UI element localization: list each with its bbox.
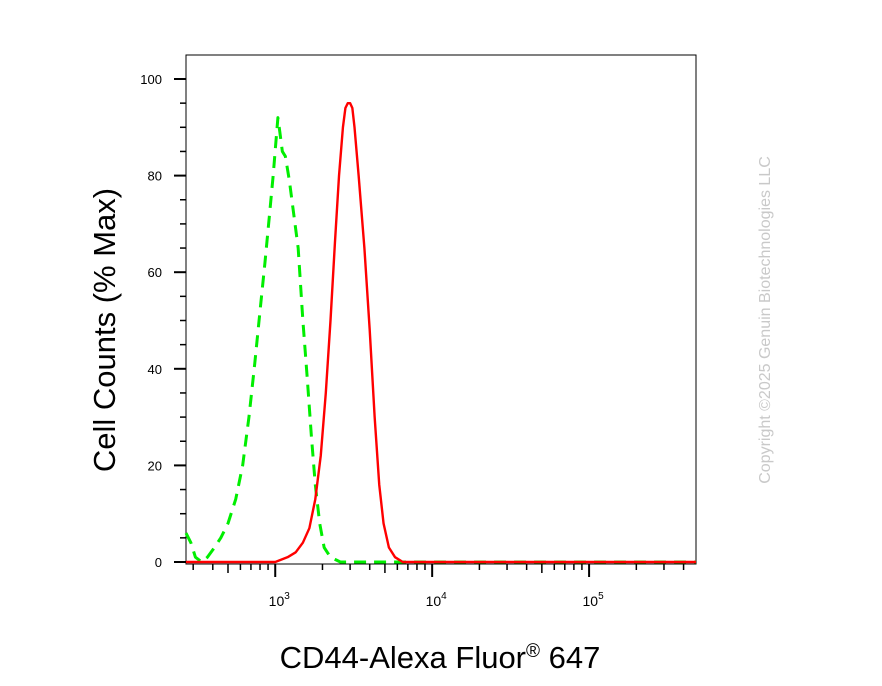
copyright-watermark: Copyright ©2025 Genuin Biotechnologies L…: [757, 156, 774, 484]
x-axis-ticks: 103 104 105: [192, 564, 685, 609]
registered-mark: ®: [526, 641, 540, 662]
x-tick-label: 104: [426, 591, 448, 609]
series-layer: [184, 101, 696, 564]
x-axis-label: CD44-Alexa Fluor® 647: [280, 640, 601, 675]
y-tick-label: 60: [148, 265, 162, 280]
x-tick-exponent: 4: [441, 591, 447, 602]
x-tick-label: 105: [583, 591, 605, 609]
x-tick-exponent: 5: [598, 591, 604, 602]
y-axis-ticks: 0 20 40 60 80 100: [140, 72, 186, 570]
series-line-1: [184, 116, 696, 564]
y-tick-label: 40: [148, 362, 162, 377]
y-tick-label: 100: [140, 72, 162, 87]
y-tick-label: 20: [148, 458, 162, 473]
x-axis-label-main: CD44-Alexa Fluor: [280, 640, 526, 675]
x-tick-base: 10: [269, 593, 285, 609]
plot-frame: [185, 54, 697, 565]
y-tick-label: 0: [155, 555, 162, 570]
x-tick-exponent: 3: [284, 591, 290, 602]
x-tick-base: 10: [426, 593, 442, 609]
x-tick-label: 103: [269, 591, 291, 609]
x-tick-base: 10: [583, 593, 599, 609]
series-line-2: [186, 101, 696, 564]
x-axis-label-suffix: 647: [540, 640, 600, 675]
y-axis-label: Cell Counts (% Max): [87, 188, 122, 472]
y-tick-label: 80: [148, 169, 162, 184]
